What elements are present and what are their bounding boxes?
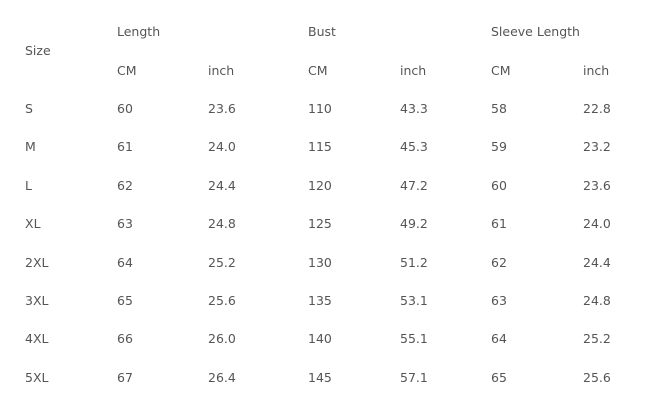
- measurement: 57.1: [400, 369, 428, 385]
- size-label: 2XL: [25, 254, 49, 270]
- measurement: 61: [117, 139, 133, 155]
- measurement: 24.8: [583, 293, 611, 308]
- size-label: 4XL: [25, 331, 49, 347]
- measurement: 25.6: [208, 293, 236, 308]
- size-label: 5XL: [25, 369, 49, 385]
- measurement: 64: [117, 254, 133, 270]
- measurement: 26.4: [208, 369, 236, 385]
- measurement: 23.2: [583, 139, 611, 155]
- measurement: 47.2: [400, 177, 428, 193]
- measurement: 64: [491, 331, 507, 347]
- measurement: 24.4: [208, 177, 236, 193]
- group-header: Length: [117, 24, 161, 39]
- measurement: 65: [491, 369, 507, 385]
- group-header: Bust: [308, 24, 336, 39]
- measurement: 110: [308, 101, 332, 116]
- measurement: 24.0: [208, 139, 236, 155]
- measurement: 145: [308, 369, 332, 385]
- measurement: 49.2: [400, 216, 428, 232]
- measurement: 67: [117, 369, 133, 385]
- measurement: 45.3: [400, 139, 428, 155]
- measurement: 63: [117, 216, 133, 232]
- measurement: 63: [491, 293, 507, 308]
- measurement: 135: [308, 293, 332, 308]
- size-label: M: [25, 139, 36, 155]
- measurement: 115: [308, 139, 332, 155]
- measurement: 60: [491, 177, 507, 193]
- measurement: 24.4: [583, 254, 611, 270]
- unit-header: inch: [400, 63, 427, 78]
- measurement: 140: [308, 331, 332, 347]
- size-label: 3XL: [25, 293, 49, 308]
- measurement: 24.0: [583, 216, 611, 232]
- measurement: 65: [117, 293, 133, 308]
- unit-header: inch: [583, 63, 610, 78]
- unit-header: CM: [308, 63, 328, 78]
- measurement: 61: [491, 216, 507, 232]
- measurement: 125: [308, 216, 332, 232]
- unit-header: inch: [208, 63, 235, 78]
- measurement: 24.8: [208, 216, 236, 232]
- size-label: L: [25, 177, 32, 193]
- group-header: Sleeve Length: [491, 24, 580, 39]
- measurement: 43.3: [400, 101, 428, 116]
- size-header: Size: [25, 43, 51, 58]
- measurement: 25.2: [583, 331, 611, 347]
- measurement: 58: [491, 101, 507, 116]
- measurement: 60: [117, 101, 133, 116]
- measurement: 130: [308, 254, 332, 270]
- measurement: 59: [491, 139, 507, 155]
- size-label: S: [25, 101, 33, 116]
- size-label: XL: [25, 216, 41, 232]
- measurement: 25.6: [583, 369, 611, 385]
- unit-header: CM: [117, 63, 137, 78]
- measurement: 66: [117, 331, 133, 347]
- measurement: 62: [117, 177, 133, 193]
- measurement: 26.0: [208, 331, 236, 347]
- measurement: 51.2: [400, 254, 428, 270]
- measurement: 25.2: [208, 254, 236, 270]
- measurement: 120: [308, 177, 332, 193]
- measurement: 62: [491, 254, 507, 270]
- measurement: 22.8: [583, 101, 611, 116]
- measurement: 55.1: [400, 331, 428, 347]
- measurement: 23.6: [583, 177, 611, 193]
- measurement: 23.6: [208, 101, 236, 116]
- unit-header: CM: [491, 63, 511, 78]
- measurement: 53.1: [400, 293, 428, 308]
